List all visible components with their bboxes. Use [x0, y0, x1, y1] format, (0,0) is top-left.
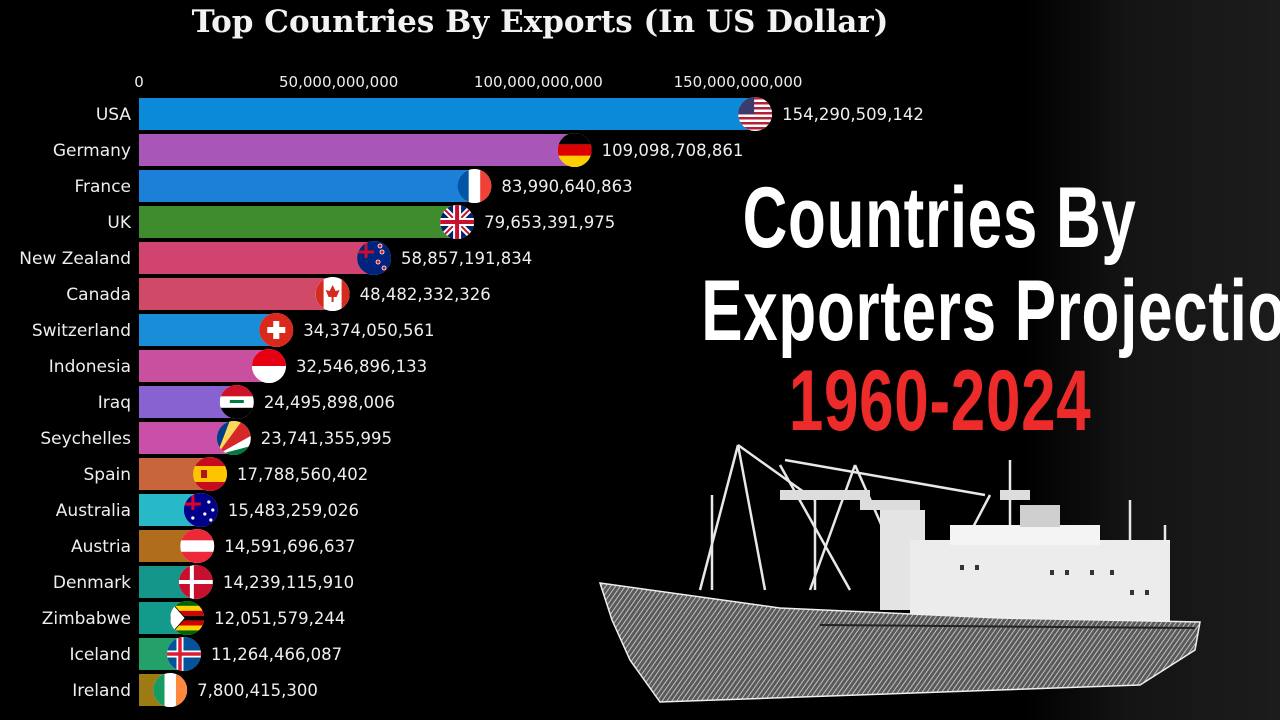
category-label: Iraq — [98, 393, 131, 413]
indonesia-flag-icon — [251, 349, 286, 383]
category-label: Austria — [71, 537, 131, 557]
denmark-flag-icon — [178, 565, 213, 599]
value-label: 7,800,415,300 — [197, 681, 318, 700]
value-label: 32,546,896,133 — [296, 357, 427, 376]
australia-flag-icon — [183, 493, 218, 527]
category-label: Zimbabwe — [42, 609, 131, 629]
category-label: Iceland — [69, 645, 131, 665]
iraq-flag-icon — [219, 385, 254, 419]
germany-flag-icon — [557, 133, 592, 167]
bar — [139, 98, 756, 130]
bar — [139, 278, 333, 310]
value-label: 15,483,259,026 — [228, 501, 359, 520]
headline-line-2-container: Exporters Projection — [580, 268, 1280, 356]
usa-flag-icon — [738, 97, 773, 131]
x-tick-label: 0 — [134, 73, 144, 91]
headline-years-container: 1960-2024 — [580, 358, 1280, 446]
value-label: 58,857,191,834 — [401, 249, 532, 268]
value-label: 14,239,115,910 — [223, 573, 354, 592]
category-label: Seychelles — [40, 429, 131, 449]
category-label: Spain — [84, 465, 132, 485]
x-tick-label: 150,000,000,000 — [674, 73, 803, 91]
bar — [139, 314, 277, 346]
value-label: 11,264,466,087 — [211, 645, 342, 664]
category-label: Australia — [56, 501, 131, 521]
bar — [139, 134, 575, 166]
value-label: 12,051,579,244 — [214, 609, 345, 628]
spain-flag-icon — [193, 457, 228, 491]
x-tick-label: 100,000,000,000 — [474, 73, 603, 91]
category-label: Canada — [66, 285, 131, 305]
category-label: UK — [107, 213, 131, 233]
category-label: Ireland — [72, 681, 131, 701]
headline-line-2: Exporters Projection — [701, 263, 1280, 359]
value-label: 79,653,391,975 — [484, 213, 615, 232]
headline-line-1-container: Countries By — [580, 175, 1280, 263]
value-label: 83,990,640,863 — [501, 177, 632, 196]
headline-years: 1960-2024 — [788, 353, 1092, 449]
category-label: Germany — [53, 141, 131, 161]
x-tick-label: 50,000,000,000 — [279, 73, 398, 91]
category-label: USA — [96, 105, 132, 125]
category-label: New Zealand — [19, 249, 131, 269]
value-label: 23,741,355,995 — [261, 429, 392, 448]
value-label: 109,098,708,861 — [602, 141, 744, 160]
bar — [139, 350, 269, 382]
ireland-flag-icon — [153, 673, 188, 707]
value-label: 24,495,898,006 — [264, 393, 395, 412]
category-label: France — [74, 177, 131, 197]
category-label: Denmark — [53, 573, 131, 593]
austria-flag-icon — [180, 529, 215, 563]
switzerland-flag-icon — [259, 313, 294, 347]
value-label: 154,290,509,142 — [782, 105, 924, 124]
cargo-ship-illustration — [598, 443, 1201, 703]
france-flag-icon — [457, 169, 492, 203]
new-zealand-flag-icon — [357, 241, 392, 275]
value-label: 48,482,332,326 — [360, 285, 491, 304]
canada-flag-icon — [315, 277, 350, 311]
value-label: 14,591,696,637 — [224, 537, 355, 556]
headline-line-1: Countries By — [742, 170, 1137, 266]
chart-title: Top Countries By Exports (In US Dollar) — [191, 4, 889, 40]
bar — [139, 206, 458, 238]
bar — [139, 242, 375, 274]
bar — [139, 170, 475, 202]
value-label: 17,788,560,402 — [237, 465, 368, 484]
category-label: Indonesia — [49, 357, 131, 377]
zimbabwe-flag-icon — [170, 601, 205, 635]
uk-flag-icon — [440, 205, 475, 239]
iceland-flag-icon — [166, 637, 201, 671]
category-label: Switzerland — [32, 321, 131, 341]
seychelles-flag-icon — [216, 421, 251, 455]
value-label: 34,374,050,561 — [303, 321, 434, 340]
